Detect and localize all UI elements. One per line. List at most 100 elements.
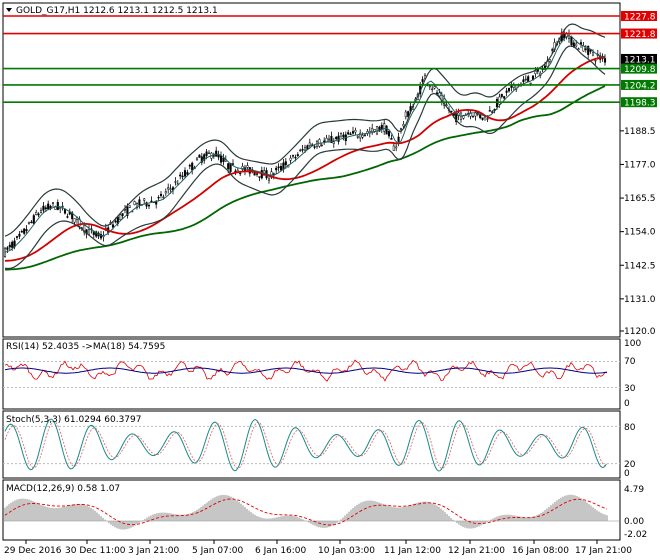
- rsi-plot-area: [3, 359, 620, 388]
- candle-body: [524, 78, 527, 81]
- macd-scale-min: -2.02: [624, 530, 647, 540]
- candle-body: [164, 191, 167, 194]
- stoch-scale-80: 80: [624, 423, 636, 433]
- macd-panel[interactable]: [2, 479, 621, 541]
- level-tag-label: 1204.2: [624, 81, 656, 91]
- candle-body: [37, 213, 40, 216]
- candle-body: [361, 134, 364, 138]
- candle-body: [486, 118, 489, 120]
- time-tick-label: 16 Jan 08:00: [512, 546, 569, 556]
- candle-body: [222, 157, 225, 162]
- time-axis: 29 Dec 2016 30 Dec 11:00 3 Jan 21:00 5 Jan …: [4, 540, 632, 556]
- rsi-line: [4, 359, 608, 382]
- candle-body: [27, 221, 31, 224]
- level-tag-label: 1227.8: [624, 13, 656, 23]
- candle-body: [320, 144, 323, 147]
- rsi-header-text: RSI(14) 52.4035 ->MA(18) 54.7595: [6, 342, 165, 352]
- candle-body: [167, 187, 170, 190]
- candle-body: [395, 146, 398, 149]
- candle-body: [198, 154, 201, 158]
- candle-body: [147, 204, 151, 207]
- candle-body: [284, 161, 287, 166]
- candle-body: [500, 94, 503, 97]
- level-tag-support: [621, 63, 657, 74]
- candle-body: [551, 49, 554, 51]
- candle-body: [404, 111, 407, 118]
- dropdown-triangle-icon[interactable]: [6, 8, 12, 12]
- level-tag-label: 1221.8: [624, 30, 656, 40]
- time-tick-label: 30 Dec 11:00: [65, 546, 126, 556]
- price-axis: 1188.5 1177.0 1165.5 1154.0 1142.5 1131.0 1120…: [620, 127, 656, 337]
- candle-body: [121, 213, 124, 216]
- candle-body: [342, 134, 345, 138]
- candle-body: [143, 198, 146, 201]
- candle-body: [195, 157, 199, 161]
- candle-body: [402, 124, 405, 127]
- candle-body: [534, 70, 537, 74]
- candle-body: [495, 99, 499, 108]
- candle-body: [390, 138, 393, 140]
- time-tick-label: 29 Dec 2016: [4, 546, 62, 556]
- candle-body: [308, 142, 311, 146]
- candle-body: [51, 202, 55, 204]
- candle-body: [128, 205, 131, 208]
- candle-body: [6, 247, 9, 250]
- stoch-header-text: Stoch(5,3,3) 61.0294 60.3797: [6, 415, 141, 425]
- candle-body: [335, 136, 338, 140]
- stoch-scale-20: 20: [624, 460, 636, 470]
- candle-body: [575, 43, 578, 47]
- candle-body: [303, 147, 307, 151]
- time-tick-label: 10 Jan 03:00: [318, 546, 375, 556]
- stoch-signal-line: [4, 421, 607, 469]
- time-tick-label: 11 Jan 12:00: [384, 546, 441, 556]
- candle-body: [138, 199, 141, 206]
- candle-body: [258, 176, 261, 178]
- candle-body: [207, 152, 211, 154]
- candle-body: [179, 174, 182, 177]
- candle-body: [491, 111, 494, 113]
- ma-green-line: [5, 85, 606, 271]
- candle-body: [433, 86, 436, 89]
- time-tick-label: 17 Jan 21:00: [575, 546, 632, 556]
- main-price-panel[interactable]: [2, 2, 621, 338]
- macd-scale-max: 4.79: [624, 485, 644, 495]
- candle-body: [239, 172, 242, 175]
- candle-body: [162, 196, 165, 198]
- candle-body: [61, 205, 64, 208]
- price-tick-label: 1142.5: [624, 261, 656, 271]
- candle-body: [383, 123, 386, 132]
- candle-body: [277, 166, 280, 168]
- candle-body: [44, 207, 47, 210]
- candle-body: [498, 96, 501, 105]
- level-tag-label: 1213.1: [624, 55, 656, 65]
- candle-body: [359, 132, 362, 139]
- price-tick-label: 1188.5: [624, 127, 656, 137]
- candle-body: [126, 206, 129, 216]
- candle-body: [188, 165, 191, 167]
- candle-body: [527, 76, 530, 82]
- candle-body: [378, 126, 381, 132]
- stoch-plot-area: [3, 418, 620, 472]
- candle-body: [339, 133, 343, 138]
- candle-body: [246, 165, 249, 168]
- candle-body: [73, 218, 76, 223]
- macd-scale-zero: 0.00: [624, 517, 644, 527]
- candle-body: [354, 130, 357, 133]
- price-tick-label: 1165.5: [624, 194, 656, 204]
- candle-body: [191, 162, 194, 171]
- candle-body: [392, 145, 395, 151]
- candle-body: [47, 203, 50, 210]
- stoch-panel[interactable]: [2, 410, 621, 479]
- candle-body: [203, 154, 206, 161]
- candle-body: [219, 155, 223, 163]
- candle-body: [577, 48, 580, 50]
- candle-body: [212, 155, 215, 157]
- level-tag-price: [621, 53, 657, 64]
- candle-body: [375, 126, 379, 135]
- candle-body: [200, 156, 203, 163]
- candle-body: [301, 149, 304, 151]
- candle-body: [39, 210, 43, 213]
- candle-body: [8, 244, 11, 248]
- candle-body: [296, 154, 299, 157]
